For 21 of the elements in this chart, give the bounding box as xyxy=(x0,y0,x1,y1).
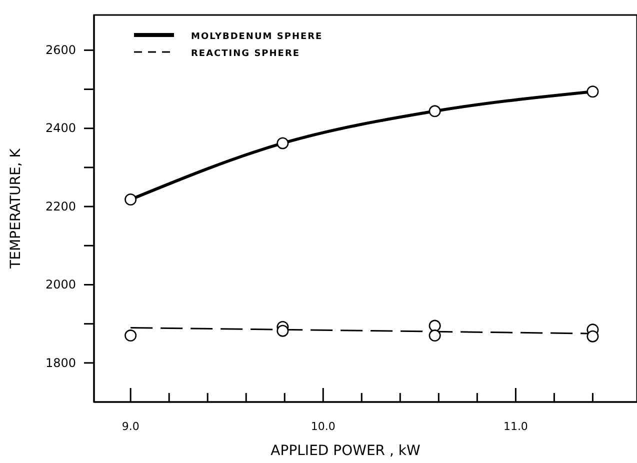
legend-label: MOLYBDENUM SPHERE xyxy=(191,32,323,42)
y-tick-label: 2200 xyxy=(45,199,76,214)
y-axis-title: TEMPERATURE, K xyxy=(8,148,24,270)
legend-label: REACTING SPHERE xyxy=(191,49,300,59)
y-tick-label: 2400 xyxy=(45,121,76,136)
point xyxy=(586,330,599,342)
y-tick-label: 2600 xyxy=(45,43,76,58)
point xyxy=(276,137,289,150)
point xyxy=(276,324,289,337)
x-tick-label: 9.0 xyxy=(122,420,140,433)
x-axis-title: APPLIED POWER , kW xyxy=(270,443,420,459)
point xyxy=(428,105,441,118)
y-tick-label: 1800 xyxy=(45,356,76,370)
point xyxy=(124,194,137,206)
y-tick-label: 2000 xyxy=(45,278,76,292)
point xyxy=(124,330,137,342)
x-tick-label: 11.0 xyxy=(503,420,528,433)
point xyxy=(428,330,441,342)
point xyxy=(586,86,599,98)
x-tick-label: 10.0 xyxy=(310,420,336,433)
point xyxy=(428,320,441,332)
